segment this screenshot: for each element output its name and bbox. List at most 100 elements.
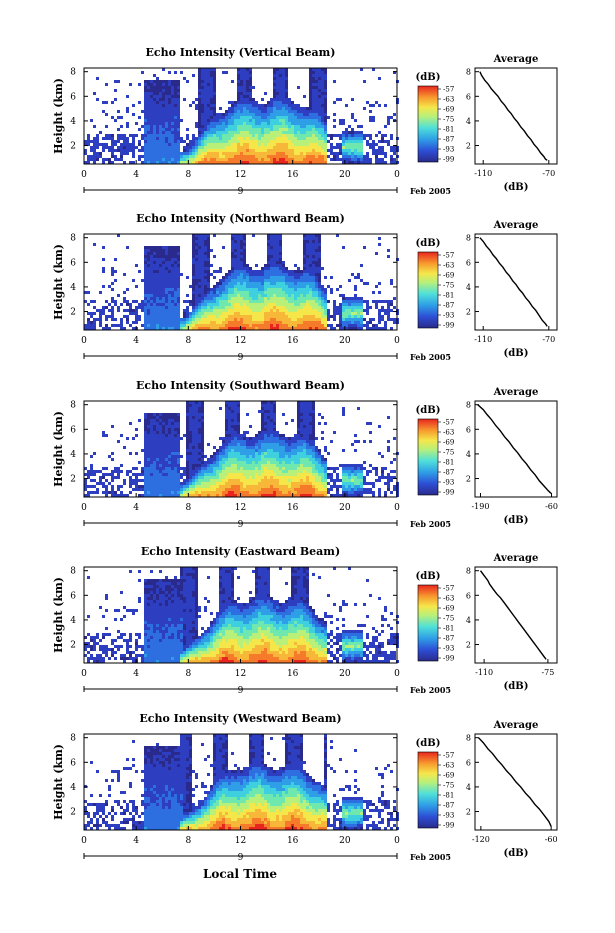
heatmap-cell bbox=[219, 137, 222, 140]
heatmap-cell bbox=[225, 485, 228, 488]
heatmap-cell bbox=[234, 107, 237, 110]
heatmap-cell bbox=[234, 140, 237, 143]
heatmap-cell bbox=[210, 92, 213, 95]
heatmap-cell bbox=[243, 104, 246, 107]
heatmap-cell bbox=[243, 279, 246, 282]
heatmap-cell bbox=[177, 113, 180, 116]
heatmap-cell bbox=[258, 152, 261, 155]
heatmap-cell bbox=[213, 485, 216, 488]
heatmap-cell bbox=[93, 452, 96, 455]
heatmap-cell bbox=[201, 416, 204, 419]
heatmap-cell bbox=[261, 152, 264, 155]
heatmap-cell bbox=[231, 110, 234, 113]
heatmap-cell bbox=[240, 267, 243, 270]
heatmap-cell bbox=[147, 449, 150, 452]
heatmap-cell bbox=[171, 428, 174, 431]
heatmap-cell bbox=[276, 125, 279, 128]
heatmap-cell bbox=[300, 270, 303, 273]
heatmap-cell bbox=[306, 273, 309, 276]
heatmap-cell bbox=[252, 143, 255, 146]
heatmap-cell bbox=[303, 128, 306, 131]
heatmap-cell bbox=[234, 482, 237, 485]
heatmap-cell bbox=[276, 321, 279, 324]
heatmap-cell bbox=[237, 252, 240, 255]
heatmap-cell bbox=[135, 482, 138, 485]
heatmap-cell bbox=[276, 249, 279, 252]
heatmap-cell bbox=[99, 318, 102, 321]
heatmap-cell bbox=[324, 77, 327, 80]
heatmap-cell bbox=[156, 485, 159, 488]
heatmap-cell bbox=[198, 312, 201, 315]
heatmap-cell bbox=[192, 404, 195, 407]
heatmap-cell bbox=[222, 116, 225, 119]
heatmap-cell bbox=[153, 458, 156, 461]
heatmap-cell bbox=[318, 237, 321, 240]
heatmap-cell bbox=[222, 246, 225, 249]
heatmap-cell bbox=[177, 473, 180, 476]
heatmap-cell bbox=[165, 488, 168, 491]
heatmap-cell bbox=[198, 485, 201, 488]
heatmap-cell bbox=[147, 452, 150, 455]
heatmap-cell bbox=[282, 312, 285, 315]
heatmap-cell bbox=[171, 449, 174, 452]
heatmap-cell bbox=[165, 446, 168, 449]
heatmap-cell bbox=[294, 291, 297, 294]
heatmap-cell bbox=[228, 315, 231, 318]
heatmap-cell bbox=[231, 282, 234, 285]
heatmap-cell bbox=[219, 267, 222, 270]
heatmap-cell bbox=[312, 152, 315, 155]
heatmap-cell bbox=[237, 122, 240, 125]
heatmap-cell bbox=[156, 422, 159, 425]
heatmap-cell bbox=[162, 300, 165, 303]
heatmap-cell bbox=[267, 321, 270, 324]
heatmap-cell bbox=[348, 146, 351, 149]
heatmap-cell bbox=[192, 491, 195, 494]
heatmap-cell bbox=[177, 95, 180, 98]
heatmap-cell bbox=[159, 294, 162, 297]
heatmap-cell bbox=[195, 309, 198, 312]
heatmap-cell bbox=[252, 467, 255, 470]
heatmap-cell bbox=[276, 300, 279, 303]
heatmap-cell bbox=[294, 119, 297, 122]
heatmap-cell bbox=[147, 413, 150, 416]
heatmap-cell bbox=[294, 270, 297, 273]
heatmap-cell bbox=[237, 155, 240, 158]
heatmap-cell bbox=[162, 113, 165, 116]
heatmap-cell bbox=[174, 107, 177, 110]
heatmap-cell bbox=[222, 437, 225, 440]
heatmap-cell bbox=[339, 98, 342, 101]
heatmap-cell bbox=[162, 137, 165, 140]
heatmap-cell bbox=[237, 437, 240, 440]
heatmap-cell bbox=[270, 131, 273, 134]
heatmap-cell bbox=[159, 80, 162, 83]
heatmap-cell bbox=[138, 473, 141, 476]
heatmap-cell bbox=[282, 149, 285, 152]
heatmap-cell bbox=[279, 255, 282, 258]
heatmap-cell bbox=[264, 134, 267, 137]
heatmap-cell bbox=[165, 80, 168, 83]
heatmap-cell bbox=[159, 306, 162, 309]
heatmap-cell bbox=[243, 258, 246, 261]
heatmap-cell bbox=[234, 449, 237, 452]
heatmap-cell bbox=[252, 152, 255, 155]
heatmap-cell bbox=[318, 309, 321, 312]
heatmap-cell bbox=[153, 452, 156, 455]
heatmap-cell bbox=[240, 458, 243, 461]
heatmap-cell bbox=[153, 482, 156, 485]
heatmap-cell bbox=[303, 119, 306, 122]
heatmap-cell bbox=[150, 149, 153, 152]
heatmap-cell bbox=[219, 300, 222, 303]
heatmap-cell bbox=[279, 318, 282, 321]
heatmap-cell bbox=[117, 306, 120, 309]
heatmap-cell bbox=[156, 288, 159, 291]
heatmap-cell bbox=[279, 86, 282, 89]
heatmap-cell bbox=[270, 98, 273, 101]
heatmap-cell bbox=[231, 309, 234, 312]
heatmap-cell bbox=[192, 300, 195, 303]
heatmap-cell bbox=[300, 282, 303, 285]
heatmap-cell bbox=[243, 452, 246, 455]
heatmap-cell bbox=[276, 309, 279, 312]
heatmap-cell bbox=[150, 134, 153, 137]
heatmap-cell bbox=[282, 125, 285, 128]
heatmap-cell bbox=[195, 237, 198, 240]
